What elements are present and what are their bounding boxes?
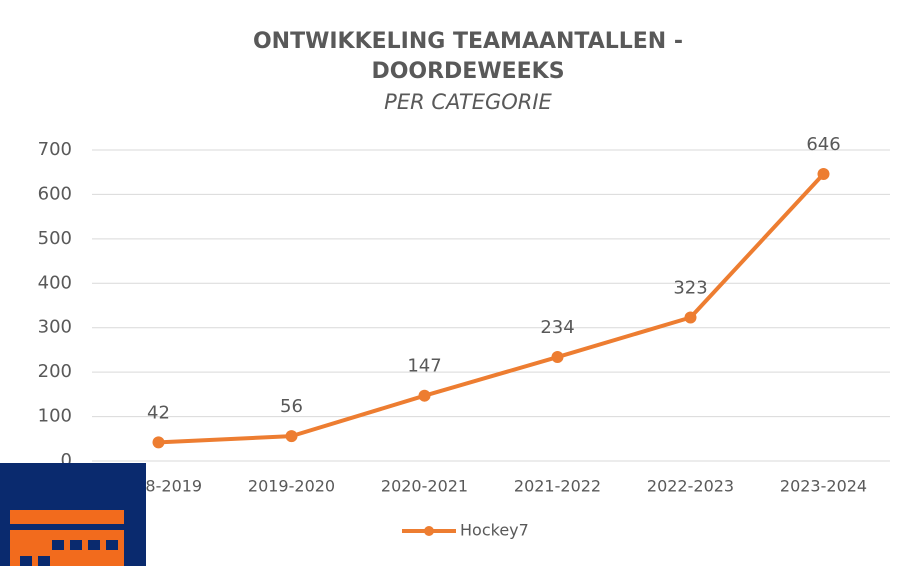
- icon-cell: [106, 540, 118, 550]
- calendar-icon: [0, 463, 146, 566]
- y-tick-label: 300: [38, 317, 72, 338]
- marker: [418, 389, 431, 402]
- data-label: 234: [540, 317, 574, 338]
- legend-marker: [424, 526, 434, 536]
- chart-subtitle: PER CATEGORIE: [384, 90, 552, 114]
- y-tick-label: 600: [38, 183, 72, 204]
- icon-cell: [88, 540, 100, 550]
- icon-cell: [70, 540, 82, 550]
- x-tick-label: 2020-2021: [381, 477, 468, 496]
- marker: [551, 351, 564, 364]
- data-label: 42: [147, 402, 170, 423]
- y-tick-label: 700: [38, 139, 72, 160]
- data-label: 323: [673, 277, 707, 298]
- icon-top: [10, 510, 124, 524]
- y-tick-label: 400: [38, 272, 72, 293]
- line: [158, 172, 825, 445]
- y-tick-label: 0: [61, 450, 72, 471]
- data-label: 56: [280, 396, 303, 417]
- x-tick-label: 2021-2022: [514, 477, 601, 496]
- marker: [817, 167, 830, 180]
- y-tick-label: 100: [38, 406, 72, 427]
- data-label: 646: [806, 134, 840, 155]
- y-tick-label: 500: [38, 228, 72, 249]
- x-tick-label: 2023-2024: [780, 477, 867, 496]
- legend-label: Hockey7: [460, 521, 529, 540]
- x-tick-label: 2022-2023: [647, 477, 734, 496]
- chart-title: ONTWIKKELING TEAMAANTALLEN -: [253, 29, 683, 54]
- icon-cell: [38, 556, 50, 566]
- icon-cell: [20, 556, 32, 566]
- marker: [285, 430, 298, 443]
- chart-title-line2: DOORDEWEEKS: [371, 59, 564, 84]
- data-label: 147: [407, 356, 441, 377]
- icon-cell: [52, 540, 64, 550]
- y-tick-label: 200: [38, 361, 72, 382]
- marker: [152, 436, 165, 449]
- x-tick-label: 2019-2020: [248, 477, 335, 496]
- marker: [684, 311, 697, 324]
